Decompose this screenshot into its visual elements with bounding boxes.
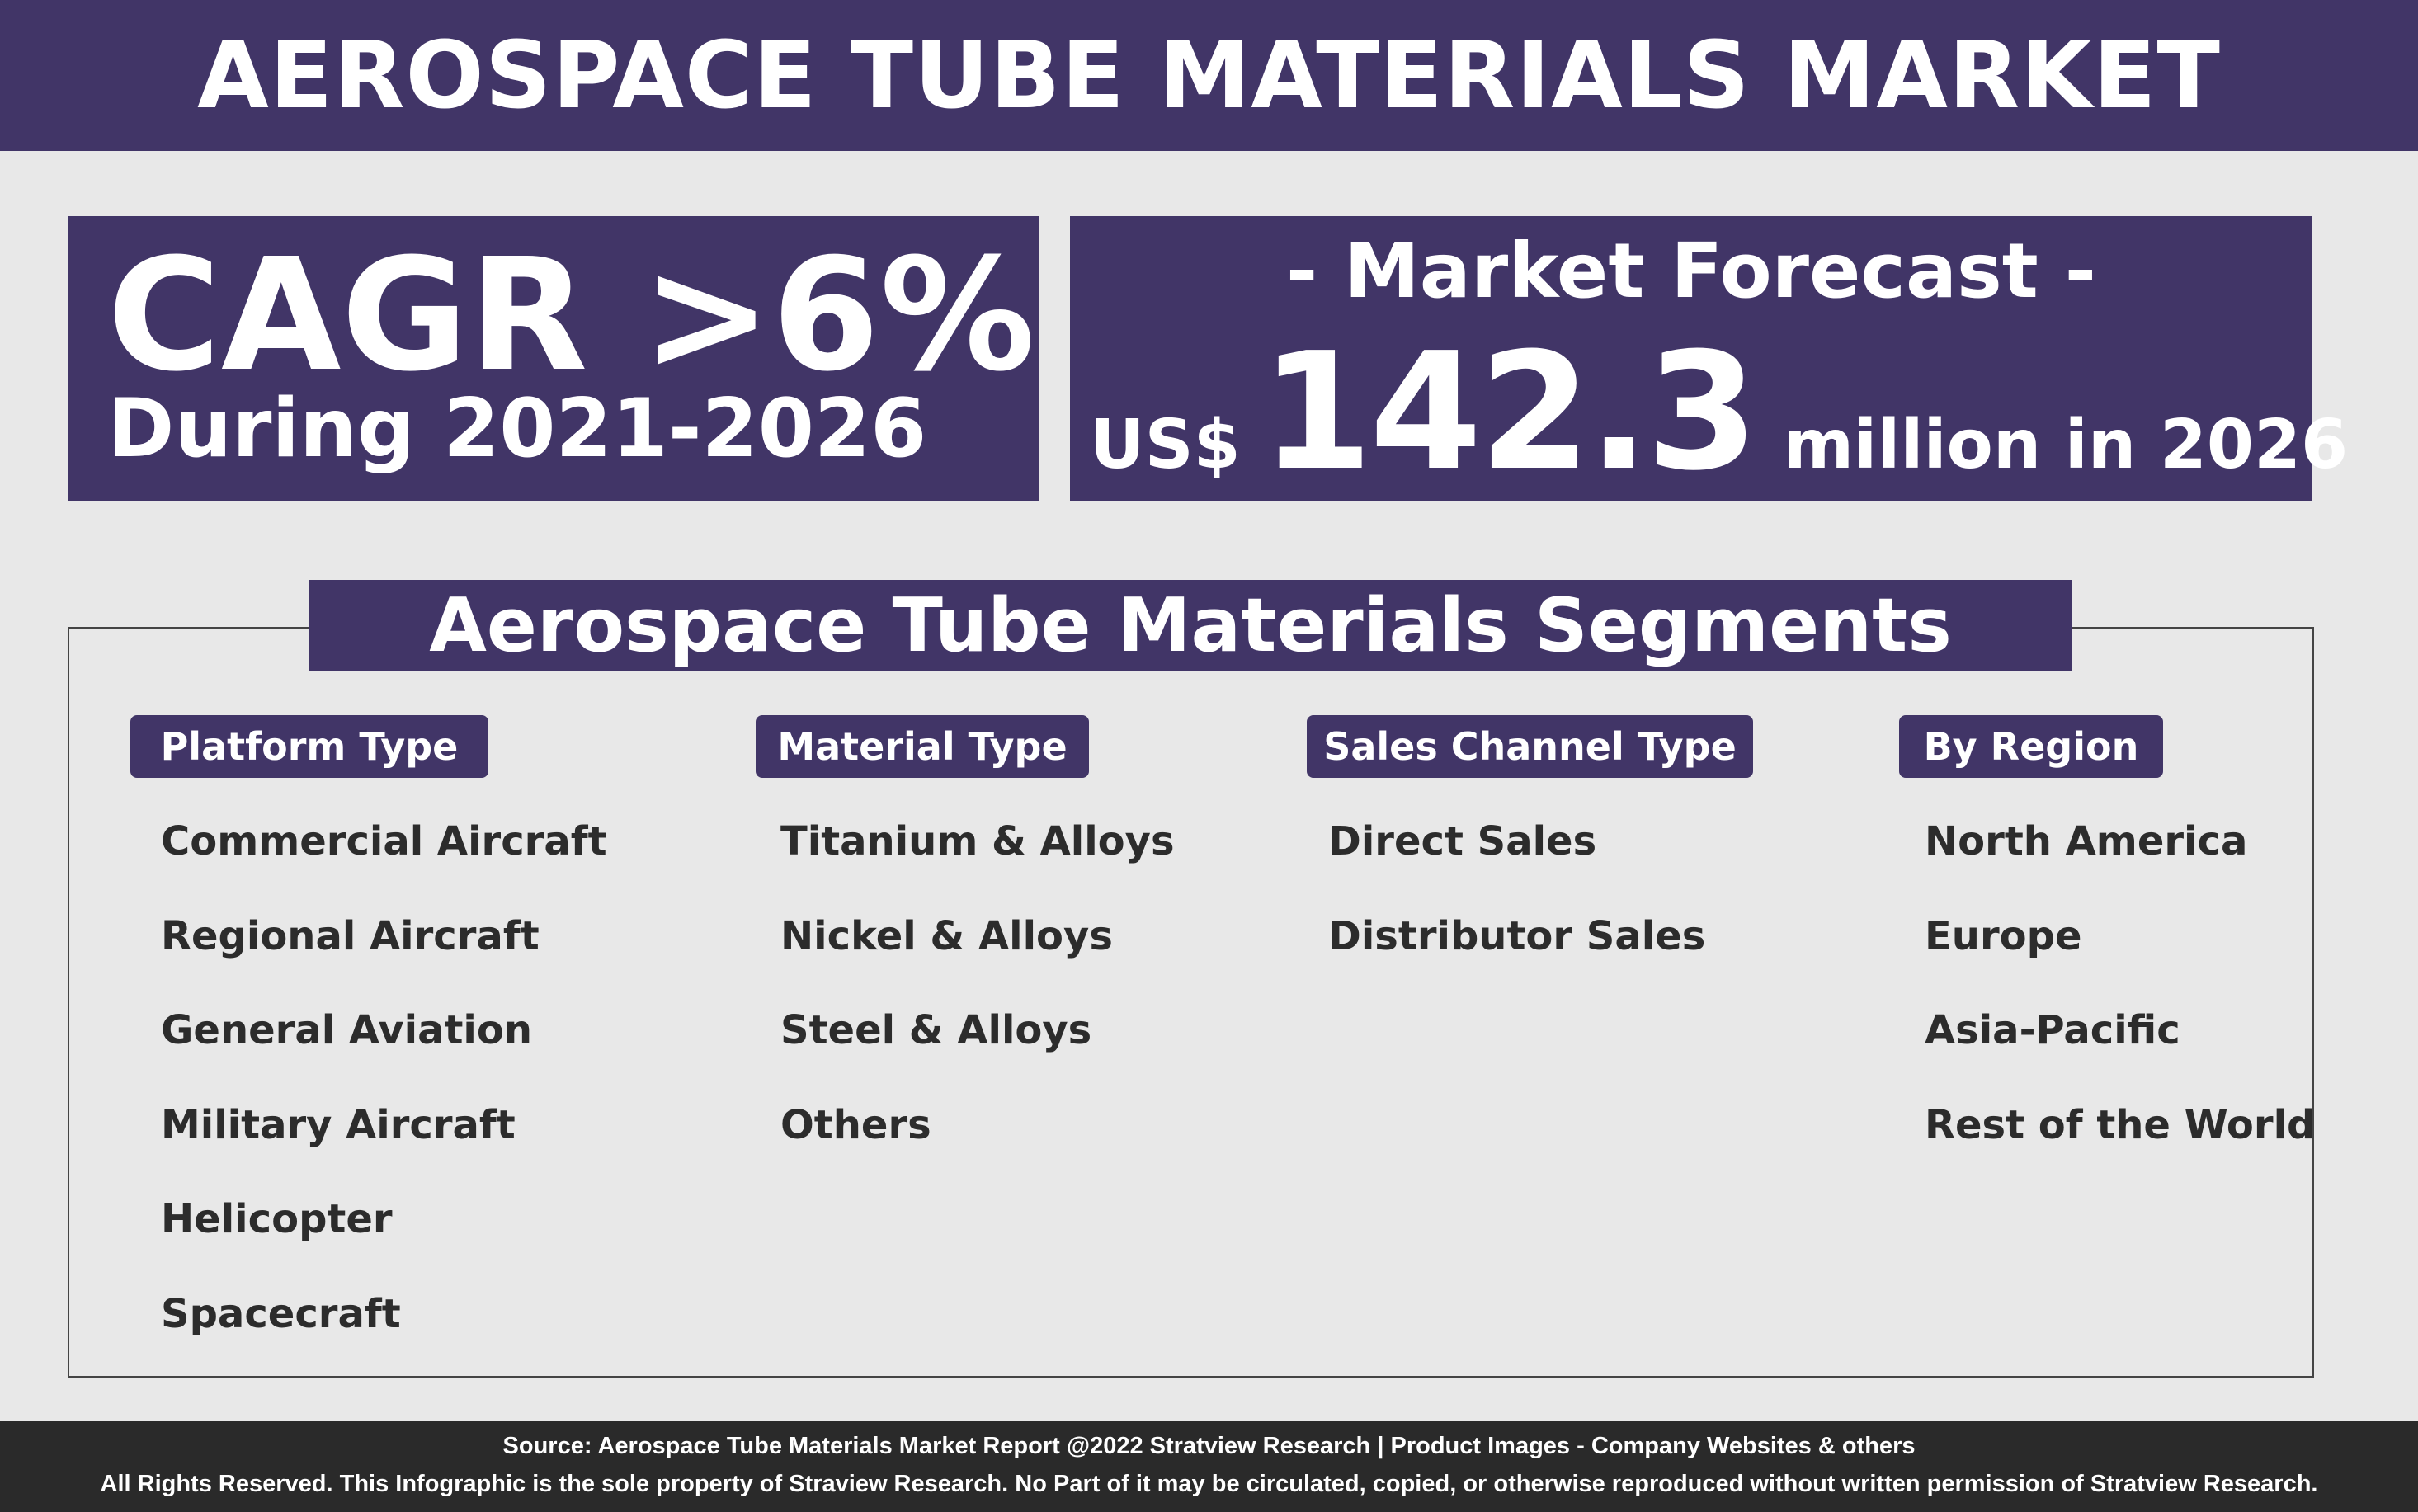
list-item: Regional Aircraft (161, 912, 540, 959)
cagr-box: CAGR >6% During 2021-2026 (68, 216, 1039, 501)
list-item: North America (1925, 818, 2248, 864)
forecast-currency: US$ (1090, 406, 1241, 484)
market-forecast-box: - Market Forecast - US$ 142.3 million in… (1070, 216, 2348, 501)
list-item: Asia-Pacific (1925, 1007, 2180, 1053)
forecast-title: - Market Forecast - (1286, 227, 2096, 315)
list-item: Distributor Sales (1328, 912, 1706, 959)
list-item: Direct Sales (1328, 818, 1597, 864)
segment-list-by-region: North America Europe Asia-Pacific Rest o… (1925, 813, 2315, 1190)
forecast-amount: 142.3 (1260, 318, 1759, 506)
list-item: Spacecraft (161, 1290, 401, 1337)
list-item: General Aviation (161, 1007, 533, 1053)
cagr-period: During 2021-2026 (107, 382, 927, 476)
page-title: AEROSPACE TUBE MATERIALS MARKET (0, 0, 2418, 151)
segment-list-material-type: Titanium & Alloys Nickel & Alloys Steel … (780, 813, 1175, 1190)
segment-label-sales-channel-type: Sales Channel Type (1307, 715, 1753, 778)
list-item: Military Aircraft (161, 1101, 516, 1148)
segment-list-platform-type: Commercial Aircraft Regional Aircraft Ge… (161, 813, 607, 1379)
footer-source: Source: Aerospace Tube Materials Market … (502, 1433, 1916, 1459)
list-item: Europe (1925, 912, 2082, 959)
list-item: Helicopter (161, 1196, 393, 1242)
forecast-suffix: million in 2026 (1783, 406, 2349, 484)
list-item: Nickel & Alloys (780, 912, 1113, 959)
list-item: Steel & Alloys (780, 1007, 1092, 1053)
segment-label-platform-type: Platform Type (130, 715, 488, 778)
list-item: Commercial Aircraft (161, 818, 607, 864)
forecast-value-row: US$ 142.3 million in 2026 (1090, 332, 2348, 493)
list-item: Others (780, 1101, 931, 1148)
list-item: Titanium & Alloys (780, 818, 1175, 864)
segment-label-material-type: Material Type (756, 715, 1089, 778)
segments-title: Aerospace Tube Materials Segments (309, 580, 2072, 671)
segment-list-sales-channel-type: Direct Sales Distributor Sales (1328, 813, 1705, 1001)
segment-label-by-region: By Region (1899, 715, 2163, 778)
cagr-value: CAGR >6% (107, 225, 1035, 406)
footer-rights: All Rights Reserved. This Infographic is… (100, 1471, 2318, 1497)
list-item: Rest of the World (1925, 1101, 2316, 1148)
footer: Source: Aerospace Tube Materials Market … (0, 1421, 2418, 1512)
